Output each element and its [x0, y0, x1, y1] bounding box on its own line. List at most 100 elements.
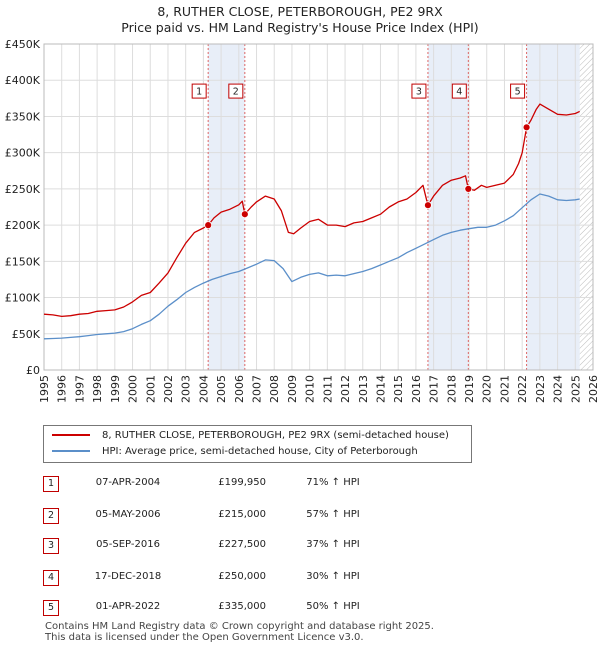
y-tick-label: £50K [12, 328, 41, 341]
x-tick-label: 1997 [73, 375, 86, 403]
transaction-date: 17-DEC-2018 [94, 571, 162, 582]
x-tick-label: 2005 [215, 375, 228, 403]
x-tick-label: 1996 [56, 375, 69, 403]
transaction-hpi-change: 37% ↑ HPI [306, 539, 360, 550]
y-tick-label: £250K [5, 183, 41, 196]
sale-label-box [411, 83, 427, 99]
x-tick-label: 2015 [392, 375, 405, 403]
sale-point [522, 123, 531, 132]
x-tick-label: 2024 [552, 375, 565, 403]
x-tick-label: 1995 [38, 375, 51, 403]
price-paid-line [43, 103, 580, 318]
x-tick-label: 2002 [162, 375, 175, 403]
sale-label: 2 [233, 87, 239, 98]
y-tick-label: £200K [5, 219, 41, 232]
transaction-date: 05-SEP-2016 [96, 539, 160, 550]
transaction-price: £199,950 [218, 477, 266, 488]
table-row: 3 05-SEP-2016 £227,500 37% ↑ HPI [43, 536, 443, 556]
hpi-line [43, 193, 580, 340]
transaction-marker: 5 [43, 600, 59, 616]
x-tick-label: 2012 [339, 375, 352, 403]
transaction-hpi-change: 50% ↑ HPI [306, 601, 360, 612]
x-tick-label: 2013 [357, 375, 370, 403]
sale-label: 1 [196, 87, 202, 98]
sale-point [240, 210, 249, 219]
y-tick-label: £300K [5, 147, 41, 160]
x-tick-label: 1998 [91, 375, 104, 403]
x-tick-label: 2014 [374, 375, 387, 403]
chart-title: 8, RUTHER CLOSE, PETERBOROUGH, PE2 9RX [157, 4, 443, 19]
transaction-marker: 4 [43, 570, 59, 586]
legend: 8, RUTHER CLOSE, PETERBOROUGH, PE2 9RX (… [43, 425, 472, 463]
transaction-marker: 3 [43, 538, 59, 554]
table-row: 1 07-APR-2004 £199,950 71% ↑ HPI [43, 474, 443, 494]
x-tick-label: 2017 [428, 375, 441, 403]
y-tick-label: £100K [5, 292, 41, 305]
sale-point [204, 221, 213, 230]
table-row: 4 17-DEC-2018 £250,000 30% ↑ HPI [43, 568, 443, 588]
transaction-hpi-change: 30% ↑ HPI [306, 571, 360, 582]
x-tick-label: 2020 [481, 375, 494, 403]
ownership-period-shade [526, 44, 580, 370]
y-tick-label: £400K [5, 74, 41, 87]
legend-label-price: 8, RUTHER CLOSE, PETERBOROUGH, PE2 9RX (… [102, 430, 449, 441]
x-tick-label: 2021 [498, 375, 511, 403]
legend-swatch-hpi [52, 450, 90, 452]
y-tick-label: £0 [26, 364, 40, 377]
y-tick-label: £350K [5, 110, 41, 123]
transaction-price: £250,000 [218, 571, 266, 582]
transaction-price: £227,500 [218, 539, 266, 550]
transaction-price: £335,000 [218, 601, 266, 612]
transaction-price: £215,000 [218, 509, 266, 520]
legend-item-price: 8, RUTHER CLOSE, PETERBOROUGH, PE2 9RX (… [52, 429, 449, 443]
transaction-date: 05-MAY-2006 [95, 509, 161, 520]
sale-label-box [228, 83, 244, 99]
sale-label-box [510, 83, 526, 99]
footer-line-licence: This data is licensed under the Open Gov… [45, 632, 364, 643]
x-tick-label: 2010 [304, 375, 317, 403]
plot-frame [43, 43, 594, 371]
x-tick-label: 2001 [144, 375, 157, 403]
x-tick-label: 2007 [251, 375, 264, 403]
chart-subtitle: Price paid vs. HM Land Registry's House … [121, 20, 479, 35]
footer-notice: Contains HM Land Registry data © Crown c… [45, 621, 434, 643]
x-tick-label: 2022 [516, 375, 529, 403]
x-tick-label: 2008 [268, 375, 281, 403]
transaction-hpi-change: 57% ↑ HPI [306, 509, 360, 520]
sale-label: 5 [515, 87, 521, 98]
transaction-date: 01-APR-2022 [95, 601, 161, 612]
y-tick-label: £150K [5, 255, 41, 268]
x-tick-label: 2000 [127, 375, 140, 403]
plot-area [44, 44, 593, 370]
x-tick-label: 2006 [233, 375, 246, 403]
x-tick-label: 2003 [180, 375, 193, 403]
price-chart: £0 £50K £100K £150K £200K £250K £300K £350K £400… [5, 38, 600, 403]
x-tick-label: 2018 [445, 375, 458, 403]
transaction-marker: 2 [43, 508, 59, 524]
x-tick-label: 2009 [286, 375, 299, 403]
legend-label-hpi: HPI: Average price, semi-detached house,… [102, 446, 418, 457]
x-tick-label: 2026 [587, 375, 600, 403]
transaction-marker: 1 [43, 476, 59, 492]
legend-swatch-price [52, 434, 90, 436]
sale-label: 3 [416, 87, 422, 98]
y-tick-label: £450K [5, 38, 41, 51]
transaction-hpi-change: 71% ↑ HPI [306, 477, 360, 488]
sale-label: 4 [456, 87, 462, 98]
table-row: 2 05-MAY-2006 £215,000 57% ↑ HPI [43, 506, 443, 526]
forecast-hatch [579, 44, 593, 370]
x-tick-label: 2016 [410, 375, 423, 403]
x-tick-label: 2011 [321, 375, 334, 403]
transaction-date: 07-APR-2004 [95, 477, 161, 488]
x-tick-label: 2023 [534, 375, 547, 403]
x-tick-label: 1999 [109, 375, 122, 403]
x-tick-label: 2019 [463, 375, 476, 403]
sale-point [464, 184, 473, 193]
sale-label-box [191, 83, 207, 99]
footer-line-copyright: Contains HM Land Registry data © Crown c… [45, 621, 434, 632]
legend-item-hpi: HPI: Average price, semi-detached house,… [52, 445, 418, 459]
x-tick-label: 2004 [197, 375, 210, 403]
x-tick-label: 2025 [569, 375, 582, 403]
sale-point [424, 201, 432, 210]
sale-label-box [451, 83, 467, 99]
